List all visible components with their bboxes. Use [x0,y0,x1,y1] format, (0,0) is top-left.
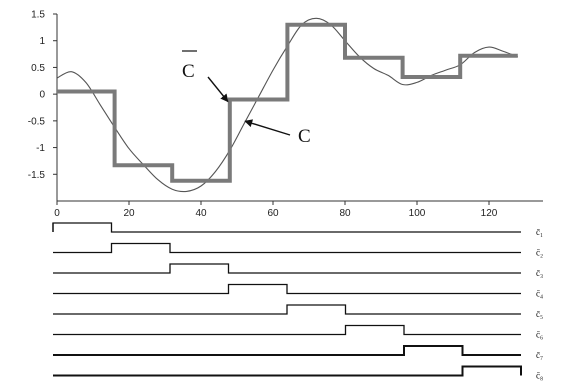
top-plot: 1.5 1 0.5 0 -0.5 -1 -1.5 0 20 40 60 80 100 120 C C [28,10,543,219]
pulse-trace [53,324,521,336]
y-tick-label: -0.5 [28,116,46,127]
pulse-trace [53,365,522,377]
pulse-trace [53,304,521,315]
y-tick-label: -1 [36,143,45,154]
pulse-row-label: c̄₇ [536,350,543,360]
pulse-row-label: c̄₄ [536,289,543,299]
x-tick-label: 20 [123,208,135,219]
y-tick-label: 1.5 [31,10,45,21]
pulse-trace [53,263,521,274]
annotation-arrow-c-bar [207,76,229,103]
pulse-timing-diagram: c̄₁ c̄₂ c̄₃ c̄₄ c̄₅ c̄₆ c̄₇ c̄₈ [52,222,543,381]
pulse-row-label: c̄₆ [536,330,543,340]
x-tick-label: 0 [54,208,60,219]
annotation-arrow-c [244,119,291,136]
x-tick-label: 60 [267,208,279,219]
pulse-trace [53,283,521,295]
pulse-row-label: c̄₂ [536,248,543,258]
pulse-trace [53,345,521,356]
series-line-c-bar [57,22,518,183]
y-tick-label: 1 [39,36,45,47]
pulse-row-label: c̄₃ [536,268,543,278]
x-tick-label: 120 [481,208,498,219]
annotation-label-c: C [298,126,311,147]
y-tick-label: -1.5 [28,170,46,181]
pulse-trace [52,222,521,233]
pulse-row-label: c̄₁ [536,227,543,237]
pulse-trace [53,242,521,254]
x-tick-label: 40 [195,208,207,219]
x-tick-label: 80 [339,208,351,219]
y-tick-label: 0 [39,90,45,101]
annotation-label-c-bar: C [182,61,195,82]
pulse-row-label: c̄₅ [536,309,543,319]
x-tick-label: 100 [409,208,426,219]
pulse-row-label: c̄₈ [536,371,543,381]
y-tick-label: 0.5 [31,63,45,74]
